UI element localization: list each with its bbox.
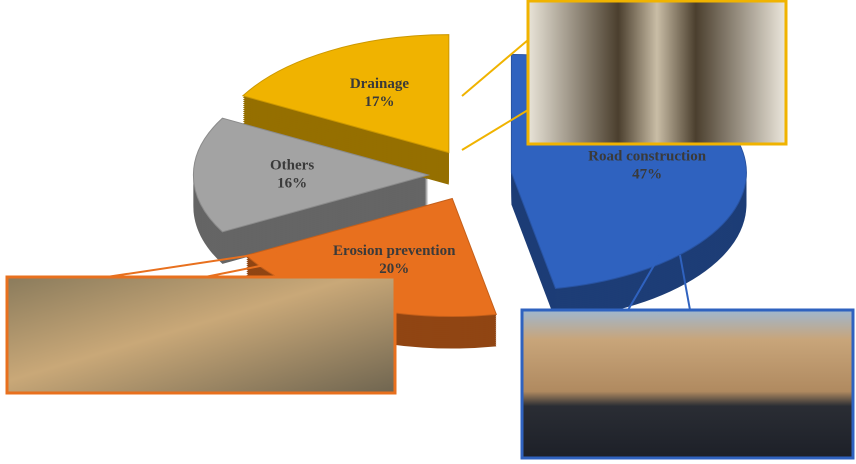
erosion-photo [5,275,397,395]
connector [679,254,691,311]
slice-label: Drainage [350,76,410,92]
photos [5,0,855,460]
slice-value: 20% [379,261,409,277]
connector [199,257,301,279]
slice-value: 16% [277,175,307,191]
slice-label: Erosion prevention [333,243,456,259]
slice [192,117,431,233]
slice-value: 17% [364,94,394,110]
slice [241,34,450,154]
road-photo [520,308,855,460]
connector [461,39,529,97]
slice-label: Others [270,157,314,173]
slice-label: Road construction [588,149,707,165]
connector [461,109,529,151]
slice-value: 47% [632,167,662,183]
connector [627,254,661,311]
drainage-photo [526,0,788,146]
connector [99,247,301,279]
